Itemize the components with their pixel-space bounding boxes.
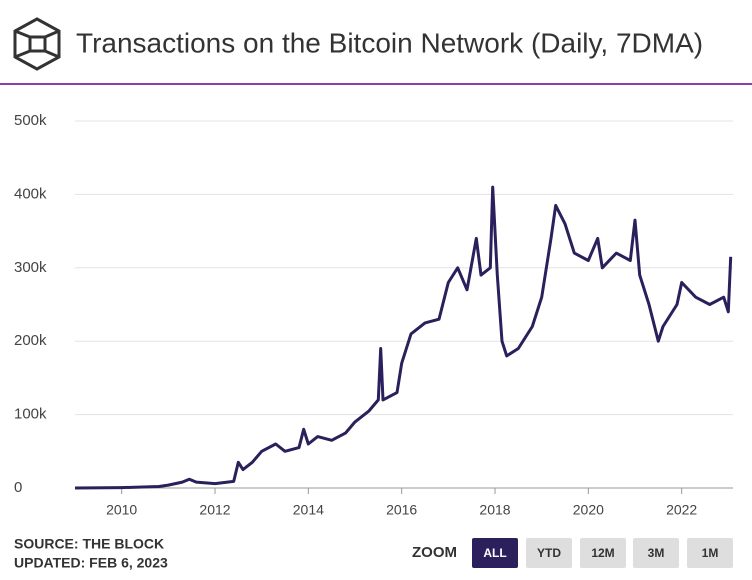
zoom-button-label[interactable]: 1M <box>702 546 719 560</box>
y-tick-label: 500k <box>14 112 47 129</box>
x-tick-label: 2014 <box>293 502 324 518</box>
logo <box>13 17 61 71</box>
logo-edge <box>14 29 31 39</box>
logo-edge <box>44 29 60 39</box>
logo-square <box>28 35 47 53</box>
zoom-button[interactable] <box>580 538 626 568</box>
zoom-button-label[interactable]: ALL <box>483 546 506 560</box>
x-tick-label: 2022 <box>666 502 697 518</box>
zoom-button[interactable] <box>633 538 679 568</box>
zoom-button[interactable] <box>526 538 572 568</box>
zoom-button[interactable] <box>687 538 733 568</box>
y-tick-label: 400k <box>14 185 47 202</box>
logo-edge <box>44 49 60 59</box>
y-tick-label: 200k <box>14 332 47 349</box>
x-tick-label: 2010 <box>106 502 137 518</box>
source: SOURCE: THE BLOCK <box>14 536 164 552</box>
logo-hex <box>13 17 61 71</box>
x-tick-label: 2020 <box>573 502 604 518</box>
zoom-button[interactable] <box>472 538 518 568</box>
zoom-button-label[interactable]: YTD <box>537 546 561 560</box>
y-tick-label: 0 <box>14 479 22 496</box>
zoom-button-label[interactable]: 3M <box>648 546 665 560</box>
y-tick-label: 100k <box>14 406 47 423</box>
series-line <box>74 185 733 490</box>
x-tick-label: 2012 <box>199 502 230 518</box>
x-tick-label: 2016 <box>386 502 417 518</box>
chart-title: Transactions on the Bitcoin Network (Dai… <box>76 27 703 58</box>
x-tick-label: 2018 <box>479 502 510 518</box>
zoom-button-label[interactable]: 12M <box>591 546 614 560</box>
y-tick-label: 300k <box>14 259 47 276</box>
updated: UPDATED: FEB 6, 2023 <box>14 555 168 571</box>
zoom-label: ZOOM <box>412 544 457 561</box>
logo-edge <box>14 49 31 59</box>
